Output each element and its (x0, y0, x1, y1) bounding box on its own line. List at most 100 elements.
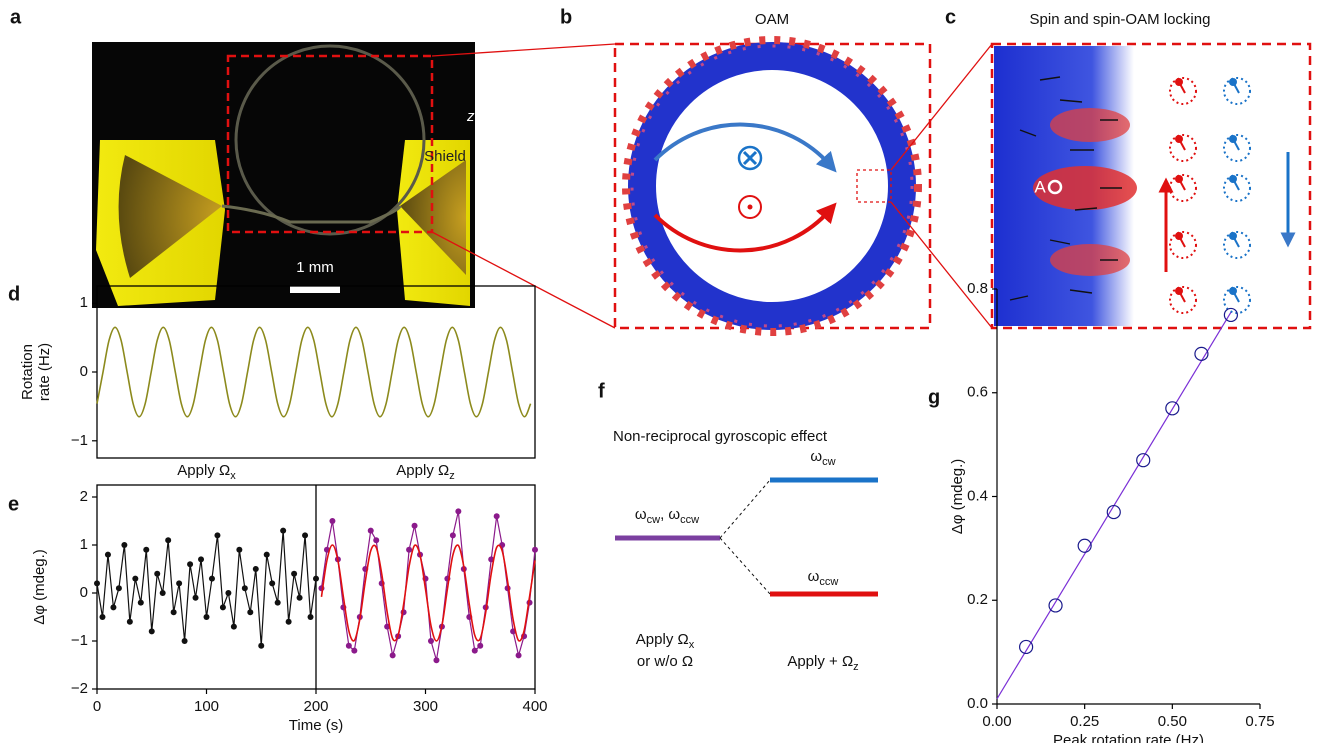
y-tick-label: 0.2 (967, 591, 988, 608)
panel-label: c (945, 6, 956, 28)
data-point (516, 652, 522, 658)
data-point (242, 585, 248, 591)
data-point (116, 585, 122, 591)
data-point (182, 638, 188, 644)
y-tick-label: 0.4 (967, 487, 988, 504)
panel-c: Spin and spin-OAM locking A (992, 11, 1310, 328)
data-point (329, 518, 335, 524)
data-point (532, 547, 538, 553)
x-tick-label: 200 (303, 698, 328, 715)
subscript: cw (647, 514, 661, 526)
data-point (313, 576, 319, 582)
subscript: x (689, 639, 695, 651)
panel-label: b (560, 6, 572, 28)
series-line (321, 545, 535, 641)
data-point (231, 624, 237, 630)
data-point (280, 528, 286, 534)
rich-label: Apply + Ωz (787, 653, 858, 673)
scale-label: 1 mm (296, 259, 334, 276)
panel-b: OAM (615, 11, 992, 332)
y-tick-label: 0.6 (967, 384, 988, 401)
data-point (286, 619, 292, 625)
x-tick-label: 0 (93, 698, 101, 715)
data-point (127, 619, 133, 625)
rich-label: ωccw (808, 568, 839, 588)
data-point (209, 576, 215, 582)
x-tick-label: 400 (522, 698, 547, 715)
x-axis-label: Time (s) (289, 717, 343, 734)
y-tick-label: −1 (71, 432, 88, 449)
panel-f: Non-reciprocal gyroscopic effect ωcw, ωc… (613, 428, 878, 673)
y-axis-label: rate (Hz) (36, 343, 53, 401)
x-tick-label: 0.75 (1245, 713, 1274, 730)
x-tick-label: 300 (413, 698, 438, 715)
x-axis-label: Peak rotation rate (Hz) (1053, 732, 1204, 743)
y-tick-label: 0.0 (967, 695, 988, 712)
data-point (149, 628, 155, 634)
axis-label: x (514, 95, 523, 112)
out-of-page (748, 205, 753, 210)
text-part: or w/o Ω (637, 653, 693, 670)
data-point (450, 532, 456, 538)
data-point (291, 571, 297, 577)
data-point (138, 600, 144, 606)
data-point (351, 648, 357, 654)
subscript: ccw (819, 576, 838, 588)
series-line (97, 327, 531, 416)
data-point (99, 614, 105, 620)
text-part: ω (635, 506, 647, 523)
rich-label: ωcw, ωccw (635, 506, 699, 526)
y-axis-label: Rotation (19, 344, 36, 400)
y-axis-label: Δφ (mdeg.) (31, 549, 48, 625)
spin-icons (1170, 78, 1250, 313)
data-point (1107, 506, 1120, 519)
data-point (1224, 308, 1237, 321)
y-tick-label: 1 (80, 294, 88, 311)
subscript: x (230, 470, 236, 482)
text-part: Apply Ω (636, 631, 689, 648)
splitting (720, 480, 770, 594)
data-point (198, 556, 204, 562)
data-point (253, 566, 259, 572)
panel-title: Non-reciprocal gyroscopic effect (613, 428, 828, 445)
y-tick-label: 0.8 (967, 280, 988, 297)
rich-label: or w/o Ω (637, 653, 693, 670)
rich-label: ωcw (810, 448, 835, 468)
data-point (154, 571, 160, 577)
data-point (275, 600, 281, 606)
panel-label: f (598, 380, 605, 402)
subscript: cw (822, 456, 836, 468)
data-point (269, 580, 275, 586)
x-tick-label: 100 (194, 698, 219, 715)
data-point (225, 590, 231, 596)
data-point (160, 590, 166, 596)
data-point (494, 513, 500, 519)
data-point (373, 537, 379, 543)
subscript: z (449, 470, 455, 482)
data-point (165, 537, 171, 543)
connector (891, 202, 992, 328)
data-point (143, 547, 149, 553)
data-point (171, 609, 177, 615)
panel-a: 1 mm Shield x y z (92, 42, 615, 328)
text-part: ω (808, 568, 820, 585)
y-tick-label: 1 (80, 536, 88, 553)
x-tick-label: 0.00 (982, 713, 1011, 730)
data-point (187, 561, 193, 567)
panel-title: Spin and spin-OAM locking (1030, 11, 1211, 28)
data-point (214, 532, 220, 538)
y-tick-label: −2 (71, 680, 88, 697)
data-point (390, 652, 396, 658)
data-point (428, 638, 434, 644)
y-tick-label: 0 (80, 363, 88, 380)
data-point (472, 648, 478, 654)
axis-label: z (466, 108, 475, 125)
mode-ring (626, 40, 918, 332)
data-point (121, 542, 127, 548)
data-point (220, 604, 226, 610)
data-point (94, 580, 100, 586)
x-tick-label: 0.50 (1158, 713, 1187, 730)
annotation: Apply Ωz (396, 462, 454, 482)
